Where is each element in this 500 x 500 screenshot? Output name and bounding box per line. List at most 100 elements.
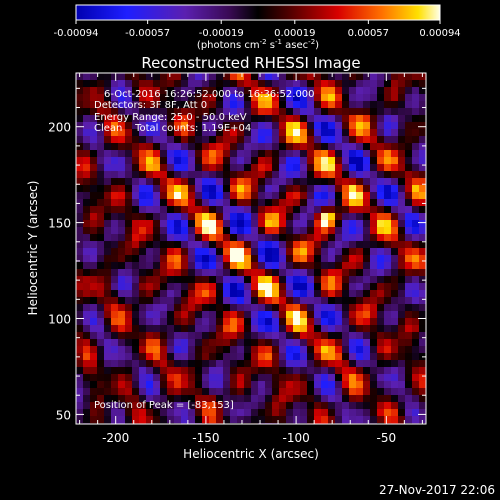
heatmap-cell (377, 94, 385, 102)
heatmap-cell (363, 185, 371, 193)
heatmap-cell (97, 325, 105, 333)
heatmap-cell (419, 136, 426, 144)
heatmap-cell (132, 332, 140, 340)
heatmap-cell (230, 395, 238, 403)
heatmap-cell (328, 248, 336, 256)
heatmap-cell (258, 122, 266, 130)
heatmap-cell (216, 255, 224, 263)
heatmap-cell (223, 213, 231, 221)
heatmap-cell (83, 101, 91, 109)
heatmap-cell (405, 339, 413, 347)
heatmap-cell (377, 108, 385, 116)
heatmap-cell (174, 416, 182, 424)
heatmap-cell (230, 374, 238, 382)
heatmap-cell (335, 374, 343, 382)
heatmap-cell (314, 122, 322, 130)
heatmap-cell (314, 136, 322, 144)
heatmap-cell (104, 122, 112, 130)
heatmap-cell (209, 276, 217, 284)
heatmap-cell (391, 94, 399, 102)
heatmap-cell (146, 73, 154, 81)
heatmap-cell (188, 276, 196, 284)
heatmap-cell (279, 353, 287, 361)
heatmap-cell (153, 171, 161, 179)
heatmap-cell (342, 353, 350, 361)
heatmap-cell (244, 388, 252, 396)
heatmap-cell (384, 185, 392, 193)
heatmap-cell (104, 290, 112, 298)
heatmap-cell (90, 388, 98, 396)
heatmap-cell (356, 283, 364, 291)
heatmap-cell (237, 136, 245, 144)
heatmap-cell (279, 73, 287, 81)
heatmap-cell (370, 136, 378, 144)
heatmap-cell (237, 157, 245, 165)
heatmap-cell (202, 129, 210, 137)
heatmap-cell (223, 409, 231, 417)
heatmap-cell (139, 402, 147, 410)
heatmap-cell (195, 80, 203, 88)
heatmap-cell (405, 311, 413, 319)
heatmap-cell (125, 325, 133, 333)
heatmap-cell (412, 395, 420, 403)
heatmap-cell (167, 255, 175, 263)
heatmap-cell (223, 332, 231, 340)
heatmap-cell (314, 185, 322, 193)
heatmap-cell (90, 150, 98, 158)
heatmap-cell (174, 227, 182, 235)
heatmap-cell (363, 108, 371, 116)
heatmap-cell (293, 332, 301, 340)
heatmap-cell (76, 108, 84, 116)
heatmap-cell (111, 416, 119, 424)
heatmap-cell (363, 80, 371, 88)
heatmap-cell (307, 213, 315, 221)
heatmap-cell (118, 227, 126, 235)
heatmap-cell (286, 178, 294, 186)
heatmap-cell (83, 80, 91, 88)
heatmap-cell (377, 325, 385, 333)
heatmap-cell (321, 339, 329, 347)
heatmap-cell (181, 115, 189, 123)
heatmap-cell (237, 101, 245, 109)
heatmap-cell (146, 318, 154, 326)
heatmap-cell (293, 311, 301, 319)
heatmap-cell (104, 115, 112, 123)
heatmap-cell (167, 185, 175, 193)
heatmap-cell (153, 164, 161, 172)
heatmap-cell (342, 297, 350, 305)
heatmap-cell (111, 213, 119, 221)
heatmap-cell (90, 94, 98, 102)
heatmap-cell (83, 206, 91, 214)
heatmap-cell (356, 192, 364, 200)
heatmap-cell (237, 388, 245, 396)
heatmap-cell (139, 416, 147, 424)
heatmap-cell (167, 143, 175, 151)
heatmap-cell (412, 318, 420, 326)
heatmap-cell (139, 220, 147, 228)
heatmap-cell (139, 269, 147, 277)
heatmap-cell (104, 80, 112, 88)
heatmap-cell (419, 409, 426, 417)
heatmap-cell (188, 374, 196, 382)
heatmap-cell (146, 101, 154, 109)
heatmap-cell (342, 171, 350, 179)
heatmap-cell (349, 192, 357, 200)
heatmap-cell (391, 339, 399, 347)
heatmap-cell (370, 388, 378, 396)
heatmap-cell (286, 325, 294, 333)
heatmap-cell (321, 360, 329, 368)
heatmap-cell (195, 283, 203, 291)
heatmap-cell (237, 381, 245, 389)
heatmap-cell (111, 94, 119, 102)
heatmap-cell (307, 409, 315, 417)
heatmap-cell (328, 94, 336, 102)
heatmap-cell (216, 241, 224, 249)
heatmap-cell (314, 367, 322, 375)
heatmap-cell (251, 325, 259, 333)
heatmap-cell (202, 115, 210, 123)
heatmap-cell (174, 297, 182, 305)
heatmap-cell (363, 346, 371, 354)
heatmap-cell (363, 150, 371, 158)
heatmap-cell (76, 395, 84, 403)
heatmap-cell (251, 73, 259, 81)
